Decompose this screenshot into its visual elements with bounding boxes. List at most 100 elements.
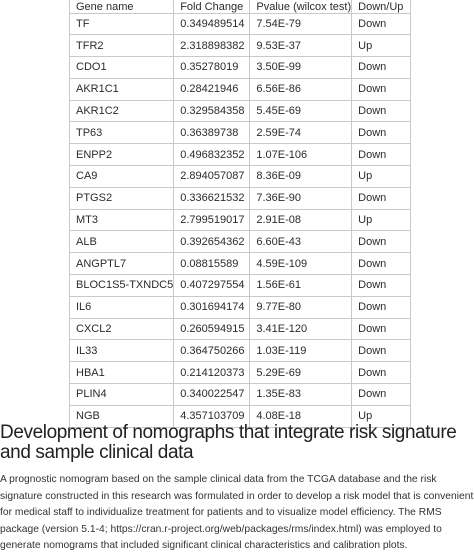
cell-gene-name: AKR1C1	[68, 77, 175, 101]
cell-pvalue: 5.45E-69	[249, 99, 353, 123]
cell-fold-change: 0.364750266	[173, 339, 251, 363]
cell-fold-change: 0.392654362	[173, 230, 251, 254]
cell-direction: Up	[351, 404, 411, 428]
cell-fold-change: 4.357103709	[173, 404, 251, 428]
table-row: ENPP2 0.496832352 1.07E-106 Down	[68, 143, 411, 167]
section-paragraph: A prognostic nomogram based on the sampl…	[0, 474, 474, 551]
table-row: ANGPTL7 0.08815589 4.59E-109 Down	[68, 252, 411, 276]
cell-gene-name: PTGS2	[68, 186, 175, 210]
table-row: HBA1 0.214120373 5.29E-69 Down	[68, 361, 411, 385]
cell-direction: Down	[351, 143, 411, 167]
cell-fold-change: 0.260594915	[173, 317, 251, 341]
cell-direction: Down	[351, 77, 411, 101]
cell-gene-name: IL33	[68, 339, 175, 363]
cell-fold-change: 0.08815589	[173, 252, 251, 276]
cell-fold-change: 0.336621532	[173, 186, 251, 210]
cell-pvalue: 4.59E-109	[249, 252, 353, 276]
cell-fold-change: 2.799519017	[173, 208, 251, 232]
cell-pvalue: 4.08E-18	[249, 404, 353, 428]
table-header-row: Gene name Fold Change Pvalue (wilcox tes…	[68, 0, 411, 14]
cell-direction: Down	[351, 295, 411, 319]
cell-fold-change: 0.35278019	[173, 56, 251, 79]
gene-expression-table: Gene name Fold Change Pvalue (wilcox tes…	[68, 0, 411, 428]
cell-pvalue: 1.03E-119	[249, 339, 353, 363]
cell-gene-name: TF	[68, 12, 175, 36]
table-body: TF 0.349489514 7.54E-79 Down TFR2 2.318898382…	[68, 12, 411, 428]
cell-pvalue: 6.56E-86	[249, 77, 353, 101]
cell-direction: Down	[351, 186, 411, 210]
cell-fold-change: 0.496832352	[173, 143, 251, 167]
cell-direction: Down	[351, 99, 411, 123]
cell-pvalue: 1.35E-83	[249, 383, 353, 406]
cell-pvalue: 3.41E-120	[249, 317, 353, 341]
cell-pvalue: 3.50E-99	[249, 56, 353, 79]
table-row: BLOC1S5-TXNDC5 0.407297554 1.56E-61 Down	[68, 274, 411, 297]
cell-direction: Up	[351, 165, 411, 188]
cell-direction: Down	[351, 12, 411, 36]
cell-gene-name: CXCL2	[68, 317, 175, 341]
table-row: PTGS2 0.336621532 7.36E-90 Down	[68, 186, 411, 210]
header-gene-name: Gene name	[68, 0, 175, 14]
cell-direction: Up	[351, 208, 411, 232]
cell-direction: Down	[351, 383, 411, 406]
cell-pvalue: 1.56E-61	[249, 274, 353, 297]
table-row: NGB 4.357103709 4.08E-18 Up	[68, 404, 411, 428]
table-row: MT3 2.799519017 2.91E-08 Up	[68, 208, 411, 232]
cell-pvalue: 6.60E-43	[249, 230, 353, 254]
cell-direction: Down	[351, 56, 411, 79]
table-row: TF 0.349489514 7.54E-79 Down	[68, 12, 411, 36]
cell-direction: Up	[351, 34, 411, 58]
cell-fold-change: 2.894057087	[173, 165, 251, 188]
gene-table-container: Gene name Fold Change Pvalue (wilcox tes…	[68, 0, 411, 428]
cell-gene-name: MT3	[68, 208, 175, 232]
table-row: TFR2 2.318898382 9.53E-37 Up	[68, 34, 411, 58]
table-header: Gene name Fold Change Pvalue (wilcox tes…	[68, 0, 411, 14]
cell-pvalue: 7.54E-79	[249, 12, 353, 36]
cell-gene-name: CA9	[68, 165, 175, 188]
cell-direction: Down	[351, 361, 411, 385]
cell-fold-change: 0.340022547	[173, 383, 251, 406]
cell-direction: Down	[351, 121, 411, 145]
table-row: PLIN4 0.340022547 1.35E-83 Down	[68, 383, 411, 406]
table-row: CXCL2 0.260594915 3.41E-120 Down	[68, 317, 411, 341]
table-row: ALB 0.392654362 6.60E-43 Down	[68, 230, 411, 254]
cell-gene-name: NGB	[68, 404, 175, 428]
cell-gene-name: HBA1	[68, 361, 175, 385]
cell-direction: Down	[351, 230, 411, 254]
header-fold-change: Fold Change	[173, 0, 251, 14]
cell-pvalue: 5.29E-69	[249, 361, 353, 385]
table-row: AKR1C2 0.329584358 5.45E-69 Down	[68, 99, 411, 123]
cell-gene-name: ANGPTL7	[68, 252, 175, 276]
cell-fold-change: 0.36389738	[173, 121, 251, 145]
cell-fold-change: 0.349489514	[173, 12, 251, 36]
table-row: CA9 2.894057087 8.36E-09 Up	[68, 165, 411, 188]
header-pvalue: Pvalue (wilcox test)	[249, 0, 353, 14]
cell-fold-change: 0.214120373	[173, 361, 251, 385]
cell-pvalue: 9.53E-37	[249, 34, 353, 58]
cell-direction: Down	[351, 339, 411, 363]
table-row: IL33 0.364750266 1.03E-119 Down	[68, 339, 411, 363]
cell-gene-name: ENPP2	[68, 143, 175, 167]
cell-fold-change: 0.329584358	[173, 99, 251, 123]
cell-fold-change: 0.407297554	[173, 274, 251, 297]
cell-direction: Down	[351, 252, 411, 276]
cell-pvalue: 1.07E-106	[249, 143, 353, 167]
cell-gene-name: TP63	[68, 121, 175, 145]
cell-gene-name: ALB	[68, 230, 175, 254]
table-row: CDO1 0.35278019 3.50E-99 Down	[68, 56, 411, 79]
cell-pvalue: 2.91E-08	[249, 208, 353, 232]
cell-pvalue: 7.36E-90	[249, 186, 353, 210]
section-heading: Development of nomographs that integrate…	[0, 422, 457, 463]
table-row: IL6 0.301694174 9.77E-80 Down	[68, 295, 411, 319]
cell-fold-change: 0.301694174	[173, 295, 251, 319]
cell-gene-name: CDO1	[68, 56, 175, 79]
cell-fold-change: 0.28421946	[173, 77, 251, 101]
cell-direction: Down	[351, 317, 411, 341]
cell-gene-name: PLIN4	[68, 383, 175, 406]
cell-gene-name: AKR1C2	[68, 99, 175, 123]
table-row: TP63 0.36389738 2.59E-74 Down	[68, 121, 411, 145]
cell-gene-name: IL6	[68, 295, 175, 319]
cell-pvalue: 8.36E-09	[249, 165, 353, 188]
cell-direction: Down	[351, 274, 411, 297]
cell-pvalue: 9.77E-80	[249, 295, 353, 319]
